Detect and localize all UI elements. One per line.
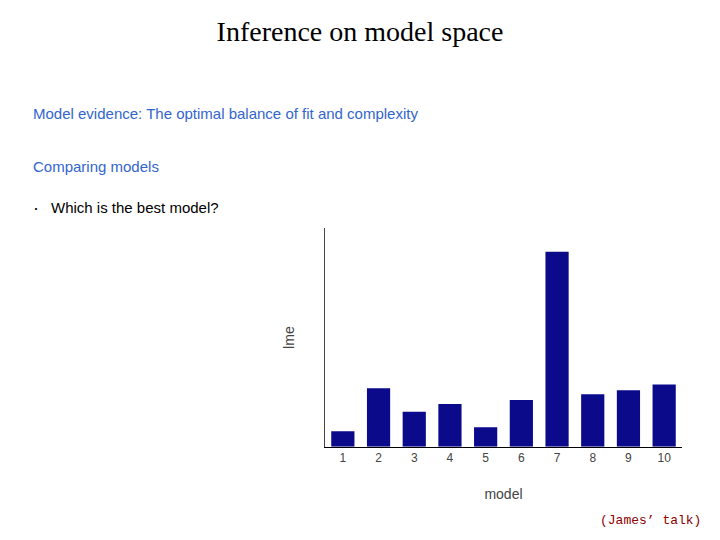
svg-text:10: 10 [657,451,671,465]
svg-text:6: 6 [518,451,525,465]
svg-text:1: 1 [340,451,347,465]
svg-text:Comparing models: Comparing models [33,158,159,175]
svg-text:7: 7 [554,451,561,465]
svg-text:Model evidence: The optimal ba: Model evidence: The optimal balance of f… [33,105,418,122]
svg-text:model: model [484,486,522,502]
svg-text:lme: lme [281,326,297,349]
svg-text:8: 8 [589,451,596,465]
svg-text:9: 9 [625,451,632,465]
svg-text:3: 3 [411,451,418,465]
svg-text:·: · [33,198,39,218]
svg-text:2: 2 [375,451,382,465]
svg-text:Inference on model space: Inference on model space [217,16,504,47]
svg-text:4: 4 [447,451,454,465]
svg-text:(James’ talk): (James’ talk) [600,513,701,528]
svg-text:Which is the best model?: Which is the best model? [51,199,219,216]
svg-text:5: 5 [482,451,489,465]
